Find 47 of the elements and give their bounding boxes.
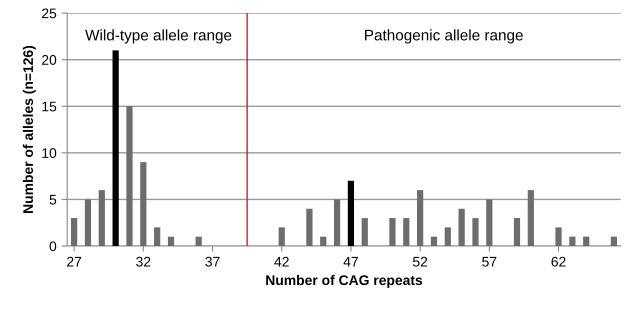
bar <box>84 199 92 246</box>
bar <box>196 236 202 246</box>
bar <box>569 236 576 246</box>
bar <box>610 236 617 246</box>
bar <box>98 190 105 246</box>
x-tick-label: 57 <box>482 256 496 267</box>
bar <box>555 227 562 246</box>
annotation: Wild-type allele range <box>85 29 232 44</box>
bar <box>583 236 590 246</box>
x-tick-label: 37 <box>205 256 220 267</box>
x-tick-label: 62 <box>552 256 566 267</box>
x-tick-label: 42 <box>274 256 289 266</box>
bar <box>486 199 492 246</box>
bar <box>458 208 465 246</box>
bar <box>528 190 534 246</box>
bar <box>278 227 285 246</box>
bar <box>362 218 368 246</box>
bar <box>417 190 424 246</box>
bar <box>154 227 160 246</box>
bar <box>444 227 451 246</box>
bar <box>320 236 326 246</box>
y-tick-label: 15 <box>42 102 56 112</box>
y-tick-label: 20 <box>42 55 56 65</box>
bar <box>430 236 438 246</box>
annotation: Pathogenic allele range <box>365 29 523 44</box>
y-tick-label: 0 <box>50 241 56 252</box>
bar <box>403 218 410 246</box>
bar <box>514 218 520 246</box>
bar <box>126 106 133 246</box>
bar <box>168 236 174 246</box>
y-tick-label: 25 <box>42 8 56 18</box>
y-tick-label: 5 <box>50 194 56 205</box>
x-tick-label: 32 <box>136 256 150 267</box>
bar <box>140 162 146 246</box>
bar <box>306 208 313 246</box>
bar <box>334 199 340 246</box>
x-tick-label: 47 <box>344 256 358 266</box>
y-tick-label: 10 <box>42 148 56 158</box>
bar <box>389 218 396 246</box>
x-tick-label: 52 <box>412 256 428 267</box>
y-axis-title: Number of alleles (n=126) <box>22 46 36 213</box>
bar <box>348 180 354 246</box>
bar <box>112 50 119 246</box>
bar <box>472 218 479 246</box>
bar <box>71 218 78 246</box>
x-axis-title: Number of CAG repeats <box>266 274 422 288</box>
x-tick-label: 27 <box>67 256 82 266</box>
